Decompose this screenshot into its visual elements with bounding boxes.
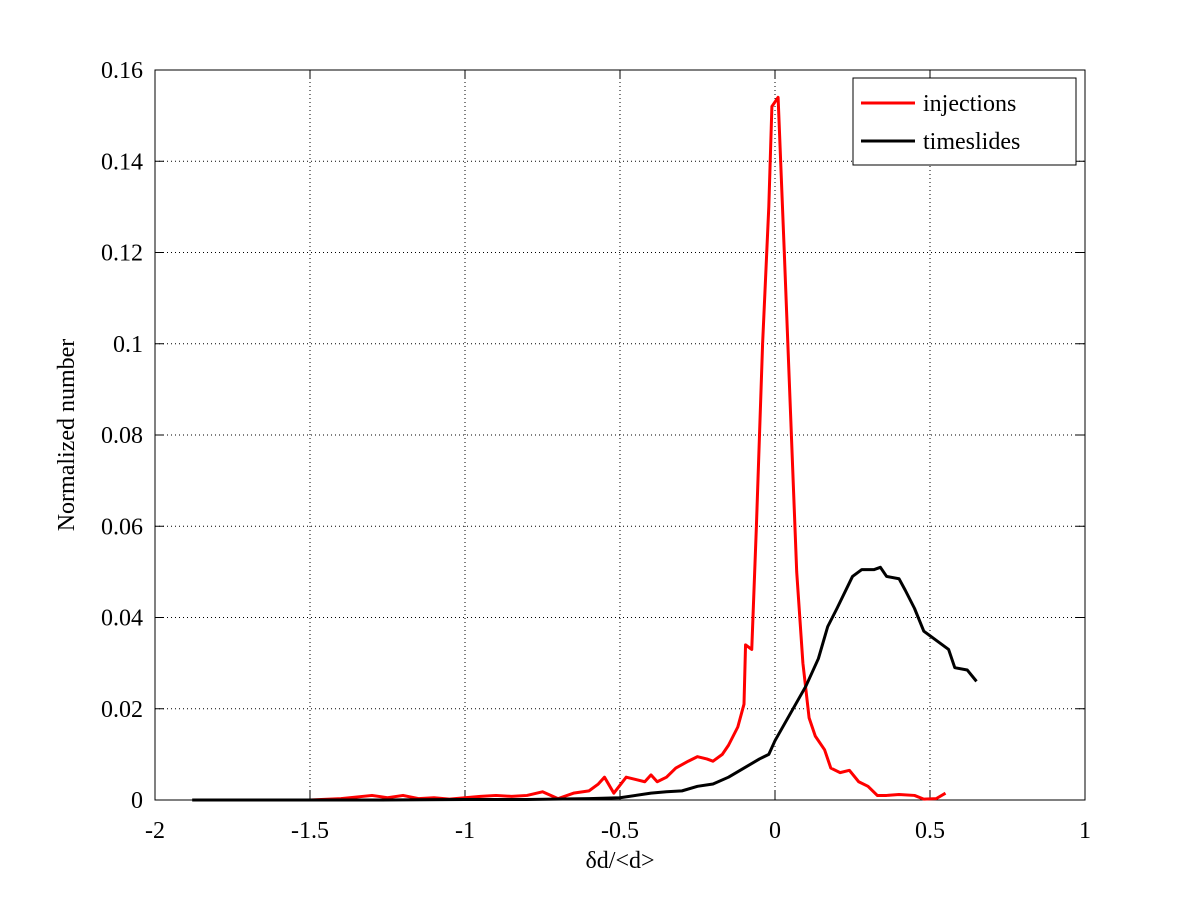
- y-tick-label: 0.06: [101, 514, 143, 540]
- y-tick-label: 0.08: [101, 423, 143, 449]
- x-tick-label: 1: [1079, 818, 1091, 844]
- y-tick-label: 0: [131, 788, 143, 814]
- y-tick-label: 0.16: [101, 58, 143, 84]
- x-tick-label: -2: [145, 818, 165, 844]
- legend-box: [852, 77, 1077, 166]
- x-axis-label: δd/<d>: [585, 848, 654, 874]
- y-axis-label: Normalized number: [54, 339, 80, 532]
- y-tick-label: 0.02: [101, 697, 143, 723]
- x-tick-label: 0.5: [915, 818, 945, 844]
- y-tick-label: 0.14: [101, 149, 143, 175]
- x-tick-label: -1.5: [291, 818, 329, 844]
- y-tick-label: 0.04: [101, 606, 143, 632]
- x-tick-label: -0.5: [601, 818, 639, 844]
- y-tick-label: 0.12: [101, 241, 143, 267]
- legend-label: injections: [923, 91, 1016, 117]
- legend-label: timeslides: [923, 129, 1020, 155]
- x-tick-label: 0: [769, 818, 781, 844]
- x-tick-label: -1: [455, 818, 475, 844]
- plot-frame: [154, 69, 1086, 801]
- y-tick-label: 0.1: [113, 332, 143, 358]
- data-line: [192, 565, 978, 802]
- data-line: [279, 95, 947, 802]
